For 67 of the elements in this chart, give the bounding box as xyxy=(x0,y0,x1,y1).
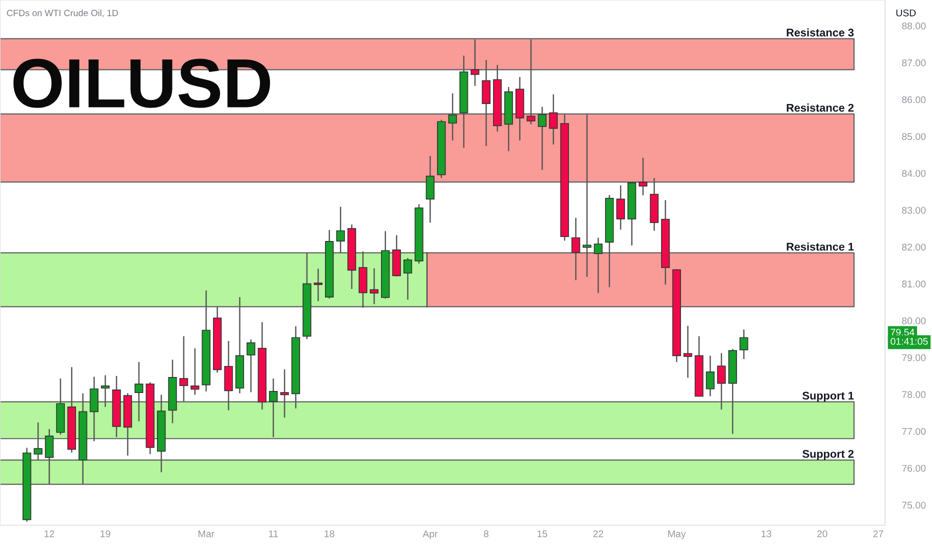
x-tick-label: 12 xyxy=(44,530,54,538)
y-tick-label: 79.00 xyxy=(902,354,926,362)
candlestick xyxy=(683,325,692,378)
candlestick xyxy=(448,92,457,142)
x-tick-label: 19 xyxy=(100,530,110,538)
candlestick xyxy=(269,378,278,438)
candlestick xyxy=(190,348,200,396)
y-tick-label: 81.00 xyxy=(902,280,926,288)
candlestick xyxy=(370,268,379,305)
candlestick xyxy=(616,184,625,230)
band-label: Support 1 xyxy=(802,392,854,402)
candlestick xyxy=(717,352,726,410)
band-label: Support 2 xyxy=(802,450,854,460)
candlestick xyxy=(280,368,289,418)
y-tick-label: 80.00 xyxy=(902,317,926,324)
text: OILUSD xyxy=(13,58,270,108)
candlestick xyxy=(571,217,580,281)
candlestick xyxy=(706,355,715,397)
band-label: Resistance 3 xyxy=(786,28,854,37)
candlestick xyxy=(44,428,54,485)
y-tick-label: 86.00 xyxy=(902,96,926,104)
candlestick xyxy=(134,361,144,422)
y-tick-label: 77.00 xyxy=(902,428,926,435)
x-tick-label: 22 xyxy=(593,530,604,538)
band-label: Resistance 2 xyxy=(786,104,854,112)
y-tick-label: 78.00 xyxy=(902,391,926,398)
x-tick-label: 15 xyxy=(538,530,548,538)
x-tick-label: Mar xyxy=(198,530,214,538)
x-tick-label: May xyxy=(668,530,686,540)
x-tick-label: 13 xyxy=(762,530,772,538)
text: CFDs on WTI Crude Oil, 1D xyxy=(6,10,118,18)
x-tick-label: 18 xyxy=(324,530,334,538)
y-tick-label: 84.00 xyxy=(902,170,926,177)
candlestick xyxy=(336,206,345,254)
candlestick xyxy=(638,157,648,196)
y-tick-label: 75.00 xyxy=(902,502,926,509)
candlestick xyxy=(582,114,592,278)
x-tick-label: 20 xyxy=(817,530,828,538)
candlestick xyxy=(246,338,256,393)
candlestick xyxy=(403,257,412,300)
x-tick-label: 27 xyxy=(873,530,884,538)
candlestick xyxy=(314,268,322,302)
candlestick xyxy=(549,94,558,146)
candlestick xyxy=(426,155,435,224)
candlestick xyxy=(526,38,536,125)
candlestick xyxy=(538,106,547,171)
y-axis-title: USD xyxy=(896,9,916,16)
candlestick xyxy=(179,336,188,402)
candlestick xyxy=(100,374,110,408)
candlestick xyxy=(90,376,98,442)
band-label: Resistance 1 xyxy=(786,242,854,251)
y-tick-label: 82.00 xyxy=(902,244,926,251)
text: 01:41:05 xyxy=(890,338,928,345)
text: 79.54 xyxy=(890,328,914,336)
candlestick xyxy=(470,38,480,87)
candlestick xyxy=(740,328,748,360)
y-tick-label: 83.00 xyxy=(902,206,926,214)
x-tick-label: Apr xyxy=(422,530,438,540)
x-tick-label: 8 xyxy=(484,530,488,538)
x-tick-label: 11 xyxy=(269,530,278,538)
candlestick xyxy=(34,422,42,461)
y-tick-label: 88.00 xyxy=(902,22,926,30)
y-tick-label: 87.00 xyxy=(902,59,926,66)
y-tick-label: 76.00 xyxy=(902,464,926,472)
y-tick-label: 85.00 xyxy=(902,133,926,140)
candlestick xyxy=(482,59,491,147)
candlestick xyxy=(594,237,603,294)
